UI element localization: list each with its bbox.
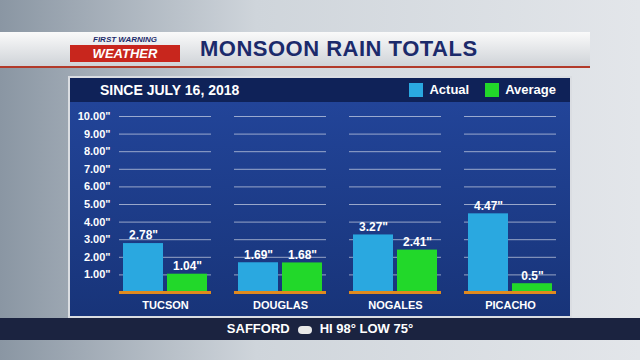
html-text:FIRST WARNING: FIRST WARNING xyxy=(93,35,157,44)
svg-text:TUCSON: TUCSON xyxy=(142,299,189,311)
svg-text:7.00": 7.00" xyxy=(84,163,111,175)
html-text:Average: Average xyxy=(505,82,556,97)
html-text:HI 98° LOW 75°: HI 98° LOW 75° xyxy=(319,321,414,336)
svg-text:1.00": 1.00" xyxy=(84,268,111,280)
svg-text:5.00": 5.00" xyxy=(84,198,111,210)
svg-text:3.27": 3.27" xyxy=(359,220,388,234)
svg-text:3.00": 3.00" xyxy=(84,233,111,245)
svg-text:10.00": 10.00" xyxy=(78,110,111,122)
svg-text:9.00": 9.00" xyxy=(84,128,111,140)
svg-text:2.78": 2.78" xyxy=(129,228,158,242)
svg-text:1.69": 1.69" xyxy=(244,248,273,262)
svg-text:NOGALES: NOGALES xyxy=(368,299,422,311)
svg-text:4.47": 4.47" xyxy=(474,199,503,213)
svg-text:DOUGLAS: DOUGLAS xyxy=(253,299,308,311)
svg-text:1.04": 1.04" xyxy=(173,259,202,273)
html-text:MONSOON RAIN TOTALS: MONSOON RAIN TOTALS xyxy=(200,36,478,61)
html-text:SAFFORD: SAFFORD xyxy=(226,321,290,336)
svg-text:8.00": 8.00" xyxy=(84,145,111,157)
html-text:WEATHER: WEATHER xyxy=(92,46,158,61)
svg-text:2.41": 2.41" xyxy=(403,235,432,249)
svg-text:6.00": 6.00" xyxy=(84,180,111,192)
svg-text:1.68": 1.68" xyxy=(288,248,317,262)
svg-text:PICACHO: PICACHO xyxy=(485,299,536,311)
html-text:SINCE JULY 16, 2018: SINCE JULY 16, 2018 xyxy=(100,82,240,98)
svg-text:4.00": 4.00" xyxy=(84,216,111,228)
html-text:Actual: Actual xyxy=(429,82,470,97)
svg-text:2.00": 2.00" xyxy=(84,251,111,263)
svg-text:0.5": 0.5" xyxy=(521,269,543,283)
